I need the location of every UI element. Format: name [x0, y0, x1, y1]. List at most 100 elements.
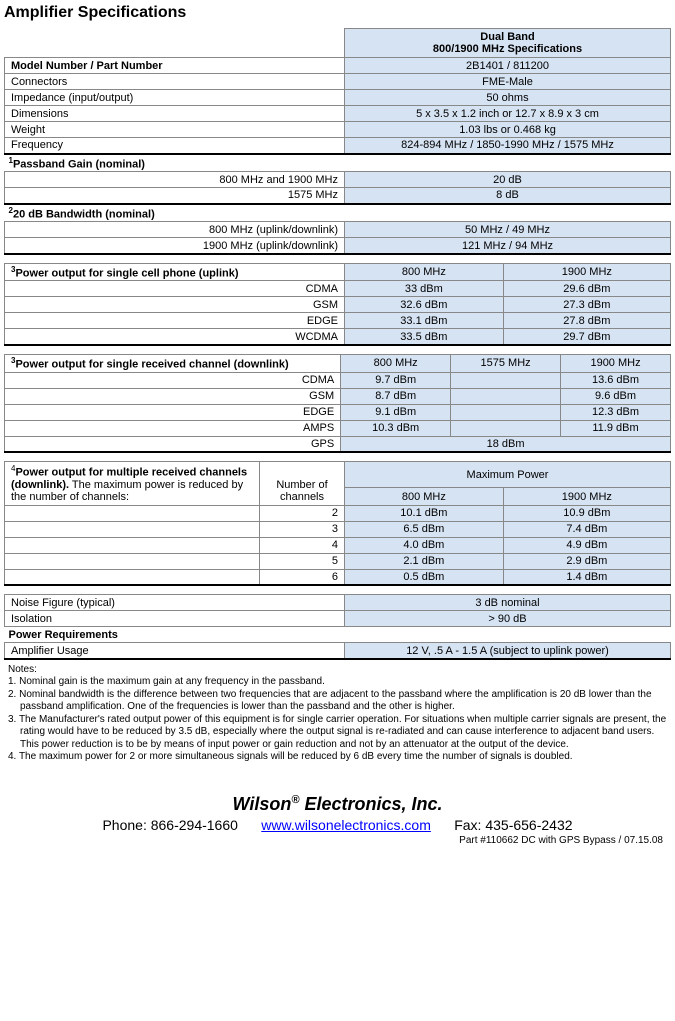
spec-label: Impedance (input/output)	[5, 90, 345, 106]
cell: 1.4 dBm	[503, 569, 670, 585]
cell: 27.3 dBm	[503, 297, 670, 313]
contact-line: Phone: 866-294-1660 www.wilsonelectronic…	[4, 817, 671, 833]
numchan-label: Number of channels	[260, 462, 345, 506]
cell: 33.5 dBm	[345, 329, 504, 345]
part-number: Part #110662 DC with GPS Bypass / 07.15.…	[4, 835, 671, 846]
cell: 0.5 dBm	[345, 569, 504, 585]
downlink-single-title: 3Power output for single received channe…	[5, 354, 341, 372]
misc-value: > 90 dB	[345, 611, 671, 627]
row-label: 1575 MHz	[5, 188, 345, 204]
downlink-multi-title: 4Power output for multiple received chan…	[5, 462, 260, 506]
spec-label: Frequency	[5, 138, 345, 154]
cell: 10.3 dBm	[341, 420, 451, 436]
notes-block: Notes: 1. Nominal gain is the maximum ga…	[4, 664, 671, 764]
cell: 33 dBm	[345, 281, 504, 297]
cell: 18 dBm	[341, 436, 671, 452]
cell: 9.6 dBm	[561, 388, 671, 404]
cell: 4.0 dBm	[345, 537, 504, 553]
fax: 435-656-2432	[485, 817, 572, 833]
bandwidth-header: 220 dB Bandwidth (nominal)	[5, 204, 671, 222]
company-name: Wilson® Electronics, Inc.	[4, 794, 671, 815]
spec-label: Dimensions	[5, 106, 345, 122]
col-header: 800 MHz	[341, 354, 451, 372]
row-label: 2	[260, 505, 345, 521]
fax-label: Fax:	[454, 817, 485, 833]
downlink-single-table: 3Power output for single received channe…	[4, 354, 671, 453]
amp-usage-value: 12 V, .5 A - 1.5 A (subject to uplink po…	[345, 643, 671, 659]
spec-value: 1.03 lbs or 0.468 kg	[345, 122, 671, 138]
cell: 10.1 dBm	[345, 505, 504, 521]
col-header: 800 MHz	[345, 488, 504, 505]
col-header: 800 MHz	[345, 263, 504, 281]
row-label: 800 MHz (uplink/downlink)	[5, 222, 345, 238]
row-label: CDMA	[5, 281, 345, 297]
note-3: 3. The Manufacturer's rated output power…	[8, 714, 667, 752]
downlink-multi-table: 4Power output for multiple received chan…	[4, 461, 671, 586]
row-label: 4	[260, 537, 345, 553]
page-title: Amplifier Specifications	[4, 4, 671, 22]
website-link[interactable]: www.wilsonelectronics.com	[261, 817, 431, 833]
spec-label: Weight	[5, 122, 345, 138]
misc-table: Noise Figure (typical)3 dB nominal Isola…	[4, 594, 671, 660]
cell	[451, 388, 561, 404]
col-header: 1900 MHz	[503, 488, 670, 505]
row-label: EDGE	[5, 313, 345, 329]
note-1: 1. Nominal gain is the maximum gain at a…	[8, 676, 667, 689]
basic-specs-table: Dual Band 800/1900 MHz Specifications Mo…	[4, 28, 671, 255]
row-label: 6	[260, 569, 345, 585]
cell: 2.1 dBm	[345, 553, 504, 569]
row-label: CDMA	[5, 372, 341, 388]
row-label: EDGE	[5, 404, 341, 420]
spec-value: 2B1401 / 811200	[345, 58, 671, 74]
col-header: 1575 MHz	[451, 354, 561, 372]
row-value: 8 dB	[345, 188, 671, 204]
misc-label: Noise Figure (typical)	[5, 595, 345, 611]
note-4: 4. The maximum power for 2 or more simul…	[8, 751, 667, 764]
cell: 11.9 dBm	[561, 420, 671, 436]
spec-label: Model Number / Part Number	[5, 58, 345, 74]
col-header: 1900 MHz	[503, 263, 670, 281]
spec-value: FME-Male	[345, 74, 671, 90]
row-label: 5	[260, 553, 345, 569]
phone: 866-294-1660	[151, 817, 238, 833]
cell: 12.3 dBm	[561, 404, 671, 420]
cell	[451, 372, 561, 388]
cell: 4.9 dBm	[503, 537, 670, 553]
row-label: WCDMA	[5, 329, 345, 345]
cell: 10.9 dBm	[503, 505, 670, 521]
spec-value: 5 x 3.5 x 1.2 inch or 12.7 x 8.9 x 3 cm	[345, 106, 671, 122]
spec-value: 824-894 MHz / 1850-1990 MHz / 1575 MHz	[345, 138, 671, 154]
amp-usage-label: Amplifier Usage	[5, 643, 345, 659]
row-label: GPS	[5, 436, 341, 452]
cell	[451, 420, 561, 436]
note-2: 2. Nominal bandwidth is the difference b…	[8, 689, 667, 714]
row-label: 3	[260, 521, 345, 537]
spec-value: 50 ohms	[345, 90, 671, 106]
cell: 7.4 dBm	[503, 521, 670, 537]
cell: 9.1 dBm	[341, 404, 451, 420]
cell	[451, 404, 561, 420]
phone-label: Phone:	[102, 817, 150, 833]
uplink-title: 3Power output for single cell phone (upl…	[5, 263, 345, 281]
notes-title: Notes:	[8, 664, 667, 677]
row-label: AMPS	[5, 420, 341, 436]
passband-header: 1Passband Gain (nominal)	[5, 154, 671, 172]
uplink-table: 3Power output for single cell phone (upl…	[4, 263, 671, 346]
cell: 32.6 dBm	[345, 297, 504, 313]
header-line2: 800/1900 MHz Specifications	[433, 43, 582, 55]
cell: 2.9 dBm	[503, 553, 670, 569]
row-label: 1900 MHz (uplink/downlink)	[5, 238, 345, 254]
maxpower-header: Maximum Power	[345, 462, 671, 488]
header-line1: Dual Band	[480, 31, 534, 43]
cell: 6.5 dBm	[345, 521, 504, 537]
footer: Wilson® Electronics, Inc. Phone: 866-294…	[4, 794, 671, 833]
row-label: GSM	[5, 297, 345, 313]
row-label: 800 MHz and 1900 MHz	[5, 172, 345, 188]
spec-label: Connectors	[5, 74, 345, 90]
row-value: 50 MHz / 49 MHz	[345, 222, 671, 238]
cell: 29.6 dBm	[503, 281, 670, 297]
cell: 13.6 dBm	[561, 372, 671, 388]
cell: 33.1 dBm	[345, 313, 504, 329]
cell: 9.7 dBm	[341, 372, 451, 388]
row-value: 121 MHz / 94 MHz	[345, 238, 671, 254]
